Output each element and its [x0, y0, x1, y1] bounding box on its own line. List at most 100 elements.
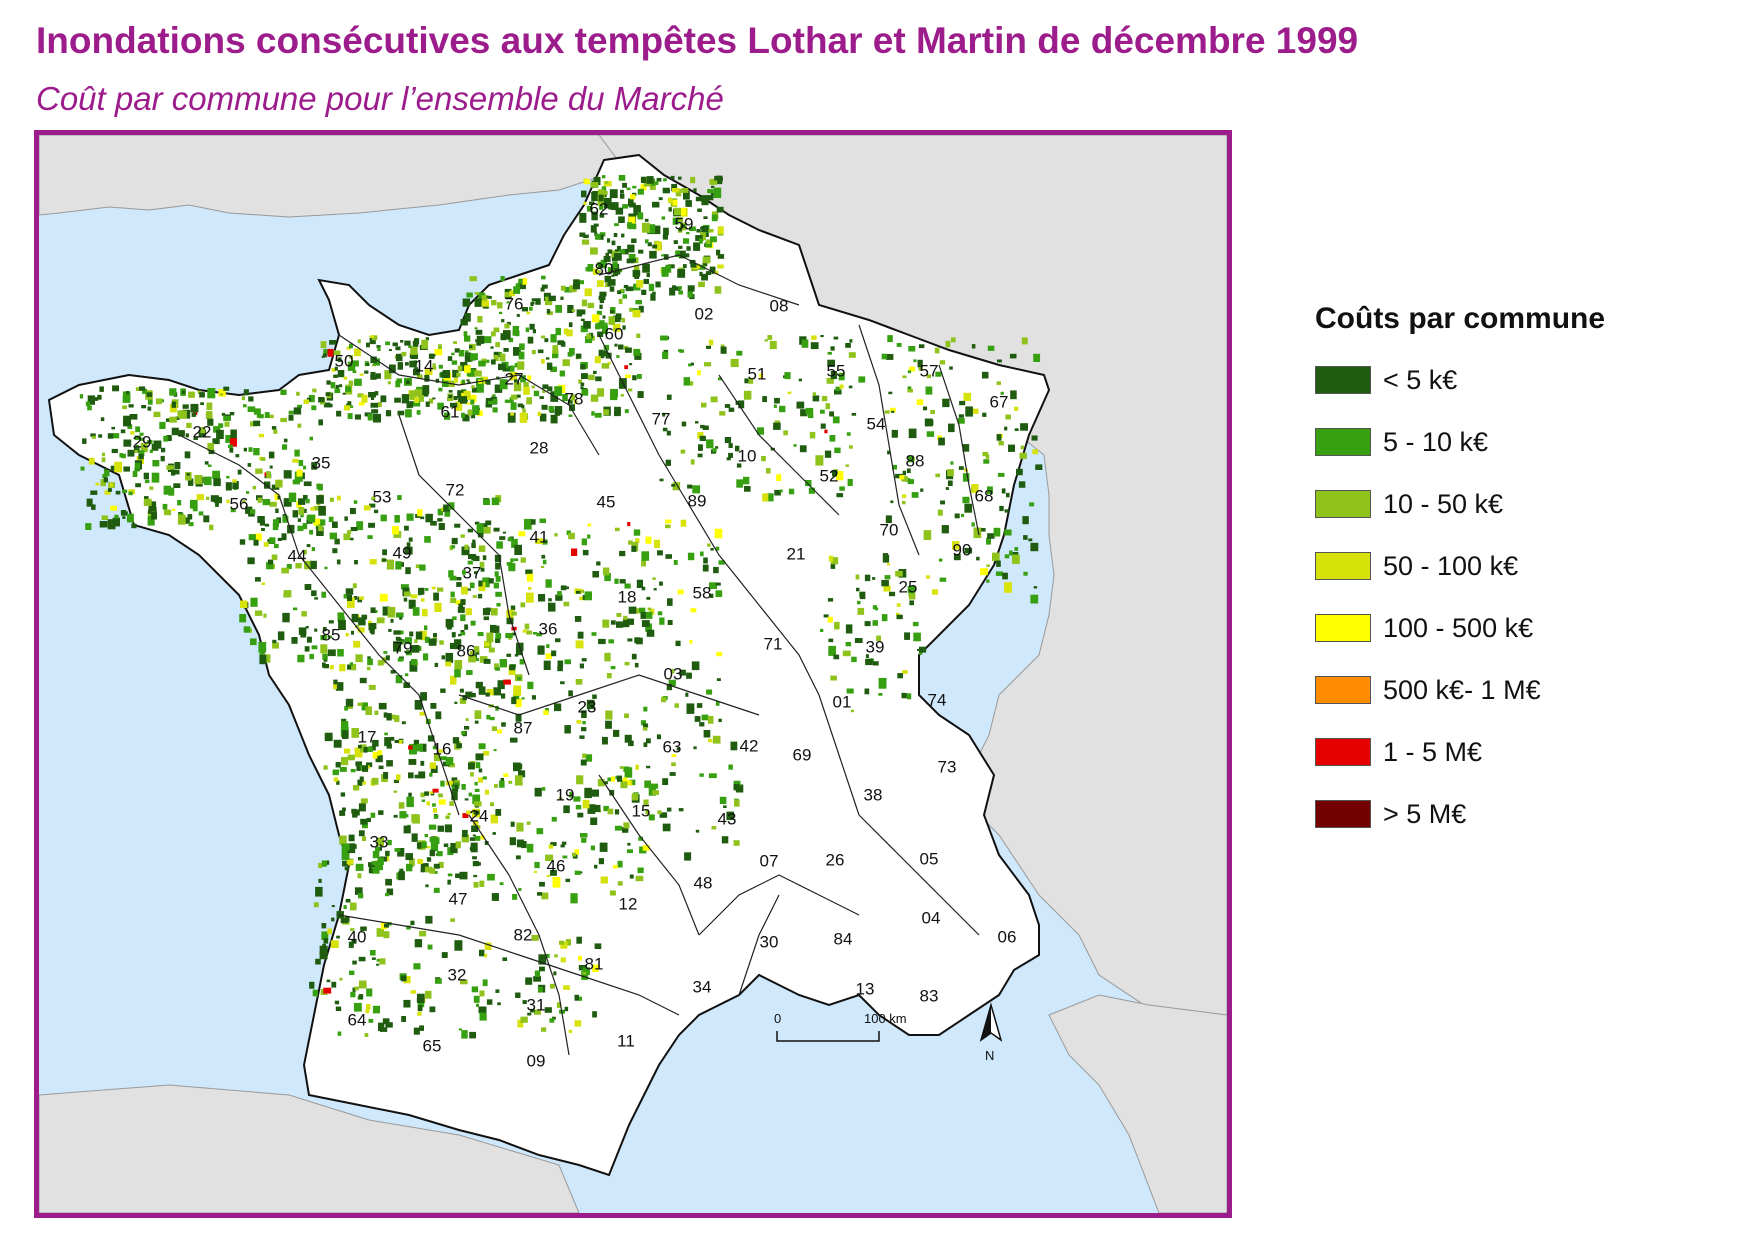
- commune-cost-point: [350, 508, 356, 515]
- commune-cost-point: [379, 958, 386, 965]
- commune-cost-point: [629, 307, 633, 312]
- department-label: 62: [590, 199, 609, 218]
- commune-cost-point: [834, 447, 841, 454]
- map-frame[interactable]: 62 59 80 76 02 08 60 50 14 27 57 67 55 51 54 78 77 29 22 61…: [34, 130, 1232, 1218]
- commune-cost-point: [429, 868, 436, 874]
- commune-cost-point: [470, 620, 476, 626]
- commune-cost-point: [571, 309, 576, 312]
- commune-cost-point: [708, 773, 717, 779]
- commune-cost-point: [695, 421, 699, 424]
- commune-cost-point: [545, 579, 552, 588]
- commune-cost-point: [669, 772, 676, 776]
- commune-cost-point: [433, 633, 437, 638]
- commune-cost-point: [483, 658, 491, 664]
- commune-cost-point: [601, 363, 610, 369]
- commune-cost-point: [599, 232, 606, 237]
- commune-cost-point: [838, 372, 845, 381]
- commune-cost-point: [845, 642, 852, 647]
- commune-cost-point: [503, 330, 511, 340]
- commune-cost-point: [959, 400, 966, 406]
- commune-cost-point: [856, 587, 860, 592]
- commune-cost-point: [479, 561, 485, 568]
- commune-cost-point: [425, 401, 430, 407]
- commune-cost-point: [641, 222, 650, 233]
- commune-cost-point: [641, 559, 646, 567]
- commune-cost-point: [206, 402, 213, 410]
- commune-cost-point: [592, 694, 597, 699]
- commune-cost-point: [882, 554, 890, 563]
- commune-cost-point: [1030, 594, 1039, 604]
- commune-cost-point: [889, 591, 896, 597]
- commune-cost-point: [486, 295, 490, 299]
- commune-cost-point: [295, 563, 302, 569]
- commune-cost-point: [428, 824, 437, 830]
- commune-cost-point: [562, 394, 568, 402]
- commune-cost-point: [695, 829, 700, 833]
- commune-cost-point: [659, 478, 664, 482]
- commune-cost-point: [486, 714, 491, 720]
- commune-cost-point: [112, 433, 120, 439]
- commune-cost-point: [386, 888, 394, 896]
- commune-cost-point: [82, 438, 87, 444]
- commune-cost-point: [1009, 550, 1013, 556]
- commune-cost-point: [349, 662, 353, 666]
- commune-cost-point: [625, 286, 634, 292]
- commune-cost-point: [646, 629, 655, 637]
- commune-cost-point: [168, 487, 175, 496]
- commune-cost-point: [546, 309, 551, 314]
- commune-cost-point: [344, 706, 348, 711]
- commune-cost-point: [253, 533, 262, 541]
- commune-cost-point: [592, 268, 598, 275]
- commune-cost-point: [526, 630, 532, 635]
- commune-cost-point: [425, 884, 429, 888]
- commune-cost-point: [463, 331, 468, 337]
- commune-cost-point: [541, 275, 546, 280]
- commune-cost-point: [366, 988, 373, 997]
- department-label: 76: [505, 294, 524, 313]
- commune-cost-point: [1031, 435, 1038, 441]
- commune-cost-point: [177, 514, 186, 525]
- commune-cost-point: [324, 566, 328, 570]
- commune-cost-point: [408, 759, 417, 765]
- commune-cost-point: [641, 586, 646, 591]
- commune-cost-point: [339, 977, 343, 981]
- commune-cost-point: [363, 505, 371, 511]
- commune-cost-point: [134, 435, 141, 441]
- commune-cost-point: [243, 389, 249, 396]
- commune-cost-point: [361, 836, 367, 841]
- commune-cost-point: [926, 431, 935, 437]
- commune-cost-point: [685, 253, 690, 258]
- commune-cost-point: [456, 372, 461, 377]
- commune-cost-point: [1012, 554, 1020, 564]
- commune-cost-point: [261, 528, 265, 531]
- commune-cost-point: [622, 777, 628, 782]
- commune-cost-point: [454, 669, 461, 678]
- commune-cost-point: [971, 484, 979, 493]
- commune-cost-point: [602, 619, 610, 628]
- commune-cost-point: [366, 746, 373, 752]
- commune-cost-point: [573, 400, 578, 404]
- commune-cost-point: [146, 392, 153, 397]
- commune-cost-point: [563, 805, 570, 814]
- commune-cost-point: [465, 718, 469, 721]
- commune-cost-point: [668, 207, 672, 212]
- commune-cost-point: [734, 799, 740, 807]
- commune-cost-point: [525, 327, 530, 333]
- commune-cost-point: [609, 286, 615, 292]
- commune-cost-point: [373, 413, 381, 423]
- commune-cost-point: [384, 732, 388, 736]
- commune-cost-point: [579, 663, 584, 669]
- department-label: 78: [565, 389, 584, 408]
- commune-cost-point: [652, 244, 658, 249]
- commune-cost-point: [523, 381, 529, 389]
- commune-cost-point: [579, 589, 584, 593]
- commune-cost-point: [383, 651, 388, 654]
- commune-cost-point: [629, 874, 634, 879]
- commune-cost-point: [230, 429, 237, 438]
- commune-cost-point: [354, 348, 361, 357]
- commune-cost-point: [495, 809, 502, 816]
- commune-cost-point: [464, 335, 471, 342]
- commune-cost-point: [264, 412, 270, 418]
- commune-cost-point: [486, 632, 494, 643]
